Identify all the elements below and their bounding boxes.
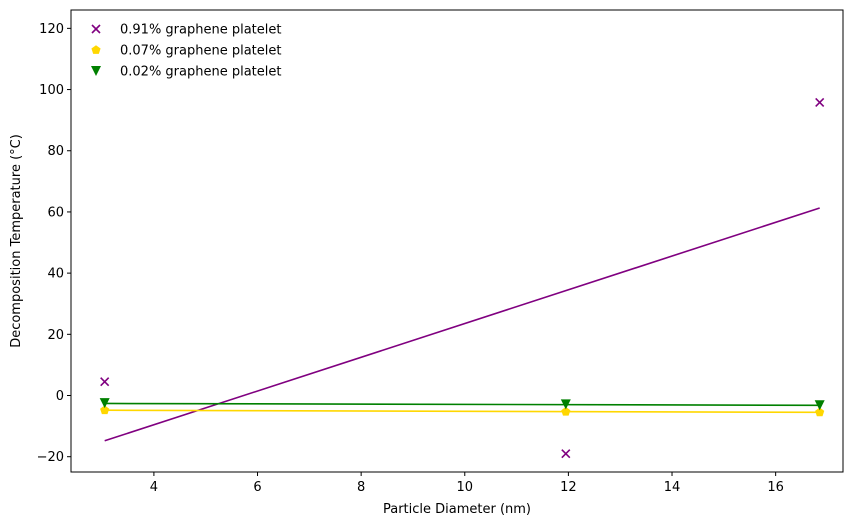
y-axis-label: Decomposition Temperature (°C) [9, 134, 24, 348]
legend-label-series-3: 0.02% graphene platelet [120, 65, 281, 80]
y-tick-label: −20 [37, 450, 64, 465]
y-tick-label: 20 [47, 328, 64, 343]
legend-marker-series-3 [91, 66, 101, 76]
data-point-series-1-stroke-b [100, 377, 110, 387]
y-tick-label: 60 [47, 205, 64, 220]
marks-layer [99, 97, 825, 459]
x-tick-label: 14 [664, 480, 681, 495]
data-point-series-1-stroke-b [815, 97, 825, 107]
data-point-series-3 [99, 398, 110, 409]
y-tick-label: 80 [47, 144, 64, 159]
x-tick-label: 12 [560, 480, 577, 495]
fit-line-series-2 [104, 409, 820, 414]
data-point-series-1-stroke-b [561, 449, 571, 459]
x-tick-label: 10 [456, 480, 473, 495]
x-tick-label: 4 [150, 480, 158, 495]
data-point-series-2 [815, 407, 825, 417]
x-tick-label: 16 [767, 480, 784, 495]
legend: 0.91% graphene platelet 0.07% graphene pl… [91, 23, 281, 80]
legend-label-series-1: 0.91% graphene platelet [120, 23, 281, 38]
x-axis-label: Particle Diameter (nm) [383, 502, 531, 517]
y-tick-label: 100 [39, 83, 64, 98]
plot-frame [70, 9, 844, 473]
legend-marker-series-1-stroke-b [91, 24, 101, 34]
data-point-series-3 [560, 399, 571, 410]
fit-line-series-1 [104, 207, 820, 442]
data-point-series-3 [814, 400, 825, 411]
legend-label-series-2: 0.07% graphene platelet [120, 44, 281, 59]
data-point-series-1 [815, 97, 825, 107]
legend-marker-series-1 [91, 24, 101, 34]
data-point-series-2 [561, 406, 571, 416]
x-tick-label: 8 [357, 480, 365, 495]
fit-line-series-3 [104, 402, 820, 407]
x-tick-label: 6 [253, 480, 261, 495]
legend-marker-series-2 [91, 45, 101, 54]
y-tick-label: 40 [47, 267, 64, 282]
data-point-series-1 [561, 449, 571, 459]
data-point-series-2 [100, 405, 110, 415]
y-tick-label: 0 [56, 389, 64, 404]
data-point-series-1 [100, 377, 110, 387]
axes-layer: 4 6 8 10 12 14 16 −20 0 20 40 60 80 100 120 [37, 22, 784, 495]
y-tick-label: 120 [39, 22, 64, 37]
